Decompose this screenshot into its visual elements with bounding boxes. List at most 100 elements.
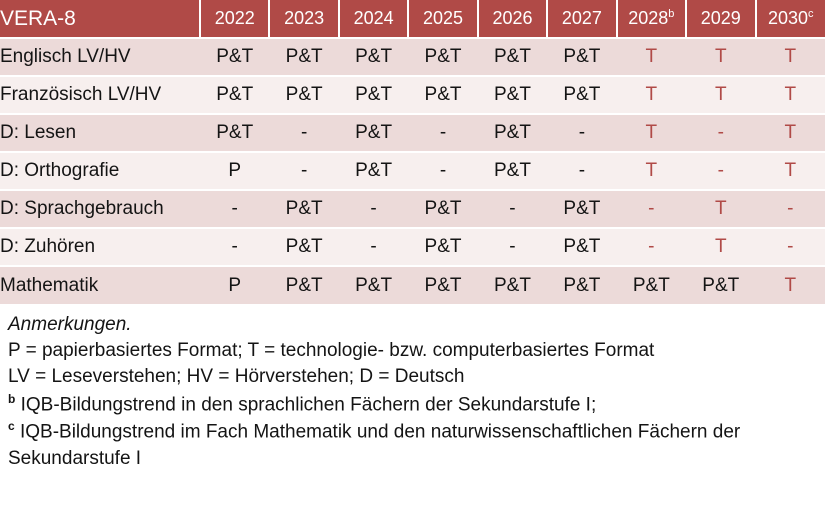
table-cell: -: [547, 114, 617, 152]
row-label: Englisch LV/HV: [0, 38, 200, 76]
year-header-2025: 2025: [407, 0, 478, 38]
table-cell: P&T: [338, 76, 409, 114]
table-cell: -: [755, 190, 825, 228]
table-cell: -: [408, 152, 478, 190]
table-cell: P&T: [338, 38, 409, 76]
table-cell: P: [200, 152, 270, 190]
year-footnote-marker: b: [668, 8, 675, 20]
table-cell: T: [755, 266, 825, 304]
year-header-2029: 2029: [685, 0, 756, 38]
year-header-2028: 2028b: [615, 0, 687, 38]
row-label: D: Lesen: [0, 114, 200, 152]
table-cell: -: [338, 228, 409, 266]
table-cell: T: [616, 114, 687, 152]
table-title: VERA-8: [0, 0, 200, 38]
year-header-2030: 2030c: [754, 0, 825, 38]
table-cell: T: [686, 38, 756, 76]
table-cell: -: [200, 190, 270, 228]
table-cell: P&T: [477, 114, 548, 152]
table-cell: -: [686, 152, 756, 190]
table-cell: P&T: [338, 266, 409, 304]
table-cell: P&T: [269, 266, 339, 304]
row-label: D: Zuhören: [0, 228, 200, 266]
table-cell: T: [686, 190, 756, 228]
table-cell: -: [686, 114, 756, 152]
table-cell: -: [547, 152, 617, 190]
table-cell: P&T: [338, 152, 409, 190]
table-cell: P&T: [269, 76, 339, 114]
header-row: VERA-8 2022 2023 2024 2025 2026 2027 2028b 2029…: [0, 0, 825, 38]
note-lines: P = papierbasiertes Format; T = technolo…: [8, 338, 817, 472]
table-row: Französisch LV/HV P&T P&T P&T P&T P&T P&T T T T: [0, 76, 825, 114]
table-cell: P&T: [338, 114, 409, 152]
year-header-2024: 2024: [337, 0, 409, 38]
table-cell: -: [200, 228, 270, 266]
table-cell: P&T: [200, 114, 270, 152]
table-cell: -: [408, 114, 478, 152]
note-line: P = papierbasiertes Format; T = technolo…: [8, 340, 655, 362]
table-row: D: Sprachgebrauch - P&T - P&T - P&T - T -: [0, 190, 825, 228]
table-cell: -: [269, 114, 339, 152]
year-header-2022: 2022: [198, 0, 270, 38]
table-body: Englisch LV/HV P&T P&T P&T P&T P&T P&T T T T Franz…: [0, 38, 825, 304]
note-line: b IQB-Bildungstrend in den sprachlichen …: [8, 391, 597, 415]
table-cell: T: [616, 76, 687, 114]
year-footnote-marker: c: [808, 8, 814, 20]
table-row: D: Lesen P&T - P&T - P&T - T - T: [0, 114, 825, 152]
year-header-2026: 2026: [476, 0, 548, 38]
row-label: Französisch LV/HV: [0, 76, 200, 114]
table-row: D: Orthografie P - P&T - P&T - T - T: [0, 152, 825, 190]
table-cell: P&T: [408, 38, 478, 76]
table-cell: T: [755, 114, 825, 152]
table-cell: P&T: [200, 38, 270, 76]
row-label: D: Sprachgebrauch: [0, 190, 200, 228]
note-footnote-marker: c: [8, 419, 15, 434]
table-cell: P&T: [408, 190, 478, 228]
table-cell: -: [616, 190, 687, 228]
table-cell: P&T: [547, 228, 617, 266]
table-cell: -: [477, 228, 548, 266]
table-cell: P&T: [408, 228, 478, 266]
row-label: D: Orthografie: [0, 152, 200, 190]
table-row: Englisch LV/HV P&T P&T P&T P&T P&T P&T T T T: [0, 38, 825, 76]
vera8-schedule-table: VERA-8 2022 2023 2024 2025 2026 2027 2028b 2029…: [0, 0, 825, 304]
table-cell: -: [616, 228, 687, 266]
note-footnote-marker: b: [8, 391, 16, 406]
table-cell: -: [269, 152, 339, 190]
table-cell: T: [755, 38, 825, 76]
table-cell: P&T: [269, 38, 339, 76]
table-cell: P&T: [477, 152, 548, 190]
notes-section: Anmerkungen. P = papierbasiertes Format;…: [0, 304, 825, 472]
table-cell: P&T: [547, 190, 617, 228]
table-cell: P&T: [408, 76, 478, 114]
note-line: c IQB-Bildungstrend im Fach Mathematik u…: [8, 419, 741, 469]
table-cell: P&T: [477, 76, 548, 114]
table-cell: P&T: [547, 38, 617, 76]
table-cell: P&T: [547, 76, 617, 114]
table-cell: P&T: [408, 266, 478, 304]
table-cell: T: [686, 76, 756, 114]
table-cell: -: [755, 228, 825, 266]
table-cell: P&T: [269, 190, 339, 228]
table-cell: P&T: [477, 266, 548, 304]
table-cell: T: [755, 152, 825, 190]
table-cell: P&T: [616, 266, 687, 304]
table-row: D: Zuhören - P&T - P&T - P&T - T -: [0, 228, 825, 266]
year-header-2023: 2023: [268, 0, 339, 38]
note-line: LV = Leseverstehen; HV = Hörverstehen; D…: [8, 366, 465, 388]
table-cell: -: [477, 190, 548, 228]
table-cell: P&T: [477, 38, 548, 76]
year-header-2027: 2027: [546, 0, 617, 38]
table-cell: P: [200, 266, 270, 304]
row-label: Mathematik: [0, 266, 200, 304]
table-header: VERA-8 2022 2023 2024 2025 2026 2027 2028b 2029…: [0, 0, 825, 38]
table-cell: P&T: [200, 76, 270, 114]
table-cell: T: [686, 228, 756, 266]
table-cell: -: [338, 190, 409, 228]
table-cell: P&T: [547, 266, 617, 304]
table-cell: T: [616, 152, 687, 190]
notes-heading: Anmerkungen.: [8, 314, 132, 335]
table-cell: T: [755, 76, 825, 114]
table-cell: P&T: [269, 228, 339, 266]
